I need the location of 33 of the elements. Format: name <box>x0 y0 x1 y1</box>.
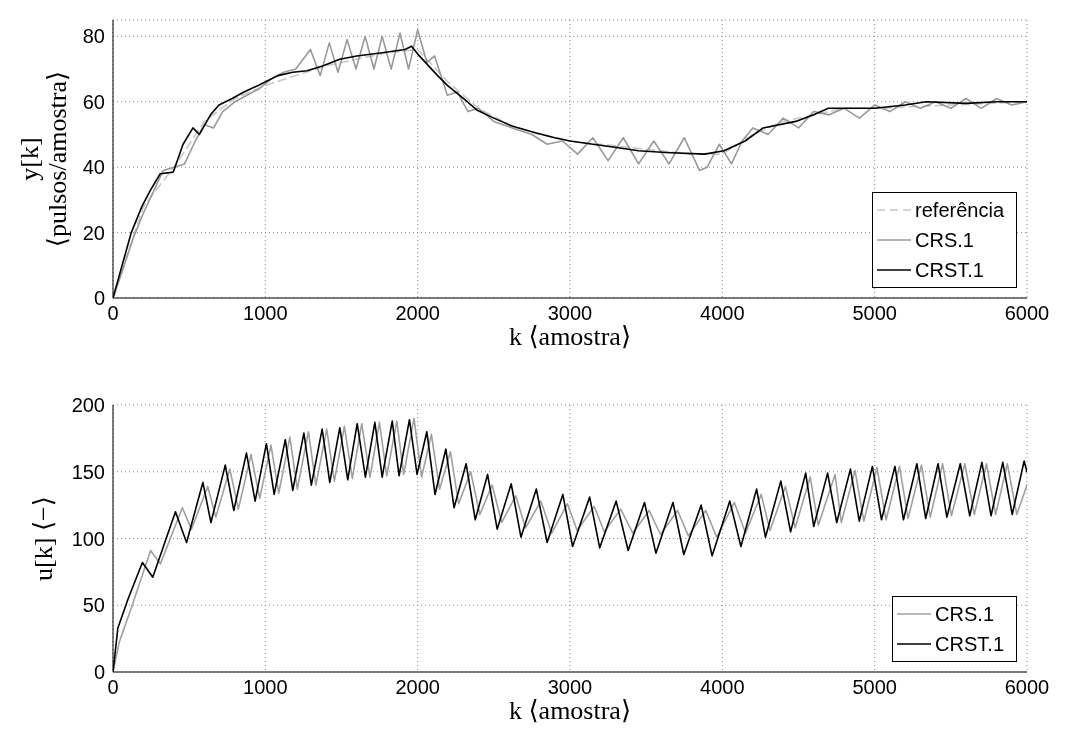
legend-label: CRS.1 <box>935 602 994 627</box>
x-tick-label: 0 <box>107 676 119 699</box>
legend-label: CRST.1 <box>935 632 1004 657</box>
y-axis-title: u[k] ⟨−⟩ <box>29 496 58 581</box>
legend-label: referência <box>915 198 1004 223</box>
x-tick-label: 3000 <box>547 676 593 699</box>
x-tick-label: 3000 <box>547 302 593 325</box>
y-tick-label: 200 <box>71 394 105 417</box>
x-tick-label: 1000 <box>243 302 288 325</box>
y-tick-label: 20 <box>82 221 105 244</box>
y-tick-label: 0 <box>93 661 105 684</box>
y-tick-label: 50 <box>82 594 105 617</box>
y-tick-label: 0 <box>93 287 105 310</box>
x-tick-label: 2000 <box>395 676 440 699</box>
x-tick-label: 6000 <box>1004 302 1050 325</box>
x-tick-label: 4000 <box>700 676 745 699</box>
y-axis-title: y[k] ⟨pulsos/amostra⟩ <box>15 70 72 248</box>
x-tick-label: 2000 <box>395 302 440 325</box>
x-tick-label: 5000 <box>852 302 897 325</box>
x-tick-label: 5000 <box>852 676 897 699</box>
y-tick-label: 60 <box>82 90 105 113</box>
legend-label: CRST.1 <box>915 258 984 283</box>
x-tick-label: 0 <box>107 302 119 325</box>
x-tick-label: 1000 <box>243 676 288 699</box>
x-tick-label: 4000 <box>700 302 745 325</box>
y-tick-label: 150 <box>71 460 105 483</box>
x-axis-title: k ⟨amostra⟩ <box>508 696 632 725</box>
y-tick-label: 80 <box>82 25 105 48</box>
x-tick-label: 6000 <box>1004 676 1050 699</box>
legend-label: CRS.1 <box>915 228 974 253</box>
y-tick-label: 40 <box>82 156 105 179</box>
y-tick-label: 100 <box>71 527 105 550</box>
x-axis-title: k ⟨amostra⟩ <box>508 322 632 351</box>
